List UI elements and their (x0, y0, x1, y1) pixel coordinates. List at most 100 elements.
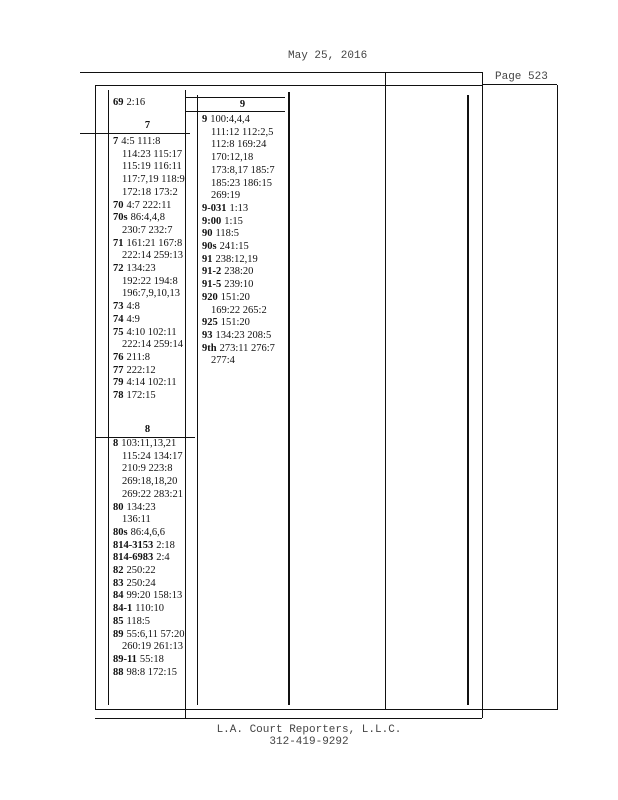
index-term: 91-2 (202, 266, 222, 278)
col2-right (288, 92, 290, 705)
index-entry: 76 211:8 (113, 352, 185, 365)
heading-9-box-top (185, 97, 285, 98)
index-term: 71 (113, 237, 124, 249)
page-line-refs: 196:7,9,10,13 (122, 288, 181, 300)
page-line-refs: 192:22 194:8 (122, 275, 178, 287)
index-entry: 93 134:23 208:5 (202, 330, 275, 343)
index-section: 7 4:5 111:8 114:23 115:17 115:19 116:11 117:… (113, 136, 185, 403)
index-entry: 80s 86:4,6,6 (113, 527, 184, 540)
page-line-refs: 222:12 (126, 364, 156, 376)
page-line-refs: 277:4 (211, 355, 235, 367)
index-entry: 84 99:20 158:13 (113, 590, 184, 603)
page-line-refs: 151:20 (220, 317, 250, 329)
index-term: 77 (113, 364, 124, 376)
index-entry: 91-5 239:10 (202, 279, 275, 292)
index-entry: 9 100:4,4,4 111:12 112:2,5 112:8 169:24 170:… (202, 114, 275, 203)
page-line-refs: 172:15 (126, 390, 156, 402)
deposition-date: May 25, 2016 (288, 50, 368, 62)
index-term: 90 (202, 228, 213, 240)
page-line-refs: 114:23 115:17 (122, 148, 183, 160)
index-term: 73 (113, 301, 124, 313)
index-entry: 925 151:20 (202, 317, 275, 330)
page-line-refs: 111:12 112:2,5 (211, 126, 274, 138)
page-line-refs: 117:7,19 118:9 (122, 174, 185, 186)
page-line-refs: 222:14 259:14 (122, 339, 183, 351)
page-line-refs: 100:4,4,4 (210, 114, 250, 125)
index-term: 7 (113, 136, 119, 147)
index-entry: 814-6983 2:4 (113, 552, 184, 565)
index-term: 9th (202, 342, 217, 354)
index-entry: 9th 273:11 276:7 277:4 (202, 343, 275, 368)
col2-left (197, 95, 198, 705)
index-term: 91-5 (202, 279, 222, 291)
index-entry: 920 151:20 169:22 265:2 (202, 292, 275, 317)
page-line-refs: 210:9 223:8 (122, 463, 173, 475)
index-entry: 71 161:21 167:8 222:14 259:13 (113, 238, 185, 263)
inner-top (95, 85, 482, 86)
page-line-refs: 86:4,6,6 (130, 526, 166, 538)
page-line-refs: 134:23 (126, 501, 156, 513)
page-line-refs: 4:14 102:11 (126, 377, 177, 389)
index-section: 69 2:16 (113, 97, 145, 110)
page-line-refs: 55:6,11 57:20 (126, 628, 185, 640)
outer-right (557, 85, 558, 710)
index-term: 84-1 (113, 603, 133, 615)
page-line-refs: 239:10 (224, 279, 254, 291)
index-term: 9 (202, 114, 208, 125)
index-term: 72 (113, 263, 124, 275)
page-box-top (482, 84, 557, 85)
index-entry: 70s 86:4,4,8 230:7 232:7 (113, 212, 185, 237)
col4-left (482, 72, 483, 718)
index-term: 9-031 (202, 202, 227, 214)
outer-bottom (95, 709, 558, 710)
index-term: 814-6983 (113, 552, 154, 564)
page-number: Page 523 (495, 71, 548, 83)
page-line-refs: 260:19 261:13 (122, 641, 183, 653)
page-line-refs: 86:4,4,8 (130, 212, 166, 224)
col1-left (108, 90, 109, 705)
index-entry: 82 250:22 (113, 565, 184, 578)
page-line-refs: 103:11,13,21 (121, 438, 177, 449)
page-line-refs: 4:7 222:11 (126, 199, 172, 211)
top-rule (80, 72, 482, 73)
page-line-refs: 118:5 (215, 228, 240, 240)
index-term: 76 (113, 351, 124, 363)
page-line-refs: 273:11 276:7 (219, 342, 275, 354)
page-line-refs: 134:23 (126, 263, 156, 275)
heading-7-rule (80, 133, 190, 134)
index-entry: 89 55:6,11 57:20 260:19 261:13 (113, 629, 184, 654)
index-term: 93 (202, 329, 213, 341)
index-section: 8 103:11,13,21 115:24 134:17 210:9 223:8 269… (113, 438, 184, 679)
page-line-refs: 241:15 (219, 241, 249, 253)
page-line-refs: 250:22 (126, 565, 156, 577)
index-entry: 89-11 55:18 (113, 654, 184, 667)
col3-left (385, 72, 386, 709)
index-term: 84 (113, 590, 124, 602)
index-entry: 80 134:23 136:11 (113, 502, 184, 527)
page-line-refs: 134:23 208:5 (215, 329, 272, 341)
page-line-refs: 2:16 (126, 97, 146, 108)
page-line-refs: 211:8 (126, 351, 151, 363)
page-line-refs: 110:10 (135, 603, 165, 615)
index-term: 80 (113, 501, 124, 513)
page-line-refs: 99:20 158:13 (126, 590, 183, 602)
col1-right (185, 90, 186, 718)
index-entry: 69 2:16 (113, 97, 145, 110)
index-term: 78 (113, 390, 124, 402)
page-line-refs: 169:22 265:2 (211, 304, 267, 316)
index-section: 9 100:4,4,4 111:12 112:2,5 112:8 169:24 170:… (202, 114, 275, 368)
footer-company: L.A. Court Reporters, L.L.C. (216, 724, 402, 736)
page-line-refs: 185:23 186:15 (211, 177, 272, 189)
page-line-refs: 115:19 116:11 (122, 161, 182, 173)
page-line-refs: 4:5 111:8 (121, 136, 161, 147)
index-entry: 78 172:15 (113, 390, 185, 403)
index-entry: 72 134:23 192:22 194:8 196:7,9,10,13 (113, 263, 185, 301)
section-heading-9: 9 (239, 99, 246, 110)
page-line-refs: 269:19 (211, 190, 241, 202)
index-entry: 7 4:5 111:8 114:23 115:17 115:19 116:11 117:… (113, 136, 185, 200)
index-entry: 9-031 1:13 (202, 203, 275, 216)
index-entry: 91-2 238:20 (202, 266, 275, 279)
index-entry: 84-1 110:10 (113, 603, 184, 616)
index-term: 75 (113, 326, 124, 338)
index-term: 70s (113, 212, 128, 224)
